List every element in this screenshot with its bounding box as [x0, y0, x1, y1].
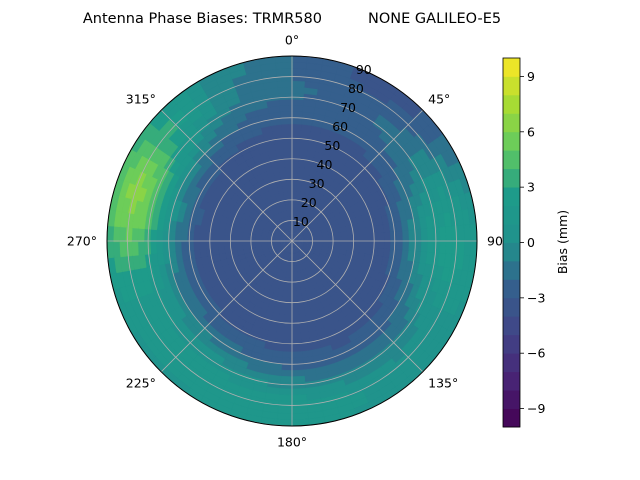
contour-cell [287, 190, 293, 199]
contour-cell [291, 326, 301, 335]
colorbar-level [503, 316, 520, 336]
colorbar-level [503, 371, 520, 391]
colorbar-tick-label: −3 [527, 290, 545, 305]
chart-title: Antenna Phase Biases: TRMR580 NONE GALIL… [83, 11, 501, 27]
colorbar-level [503, 94, 520, 114]
colorbar-level [503, 131, 520, 151]
colorbar-ticks: −9 −6 −3 0 3 6 9 [520, 69, 545, 416]
contour-cell [211, 240, 219, 249]
contour-cell [359, 233, 367, 242]
colorbar-tick-label: −9 [527, 401, 545, 416]
colorbar-level [503, 390, 520, 409]
radial-tick-label: 90 [356, 62, 372, 77]
contour-cell [223, 240, 231, 248]
contour-cell [365, 233, 373, 242]
contour-cell [217, 240, 225, 249]
contour-cell [291, 320, 301, 329]
contour-cell [291, 314, 300, 322]
colorbar-level [503, 168, 520, 188]
contour-cell [283, 147, 293, 156]
contour-cell [291, 289, 298, 298]
angle-tick-label: 315° [126, 91, 156, 106]
contour-cell [340, 235, 349, 242]
colorbar-level [503, 150, 520, 170]
radial-tick-label: 20 [301, 195, 317, 210]
contour-field [107, 56, 477, 426]
colorbar-level [503, 353, 520, 373]
contour-cell [291, 302, 299, 310]
angle-tick-label: 180° [277, 435, 307, 450]
contour-cell [204, 240, 213, 250]
colorbar-level [503, 334, 520, 354]
angle-tick-label: 135° [428, 376, 458, 391]
contour-cell [284, 166, 293, 174]
contour-cell [291, 283, 297, 292]
colorbar-level [503, 187, 520, 206]
contour-cell [286, 184, 293, 193]
colorbar-level [503, 205, 520, 225]
contour-cell [284, 160, 293, 168]
colorbar-level [503, 224, 520, 243]
colorbar-level [503, 297, 520, 317]
colorbar-level [503, 113, 520, 133]
contour-cell [353, 234, 361, 242]
contour-cell [377, 232, 386, 242]
contour-cell [291, 308, 300, 316]
radial-tick-label: 60 [332, 119, 348, 134]
radial-tick-label: 10 [293, 214, 309, 229]
colorbar-label: Bias (mm) [555, 210, 570, 274]
angle-tick-label: 0° [285, 33, 299, 48]
radial-tick-label: 80 [348, 81, 364, 96]
radial-tick-label: 70 [340, 100, 356, 115]
colorbar-level [503, 260, 520, 280]
colorbar-tick-label: 0 [527, 235, 535, 250]
radial-tick-label: 40 [317, 157, 333, 172]
contour-cell [285, 172, 293, 180]
colorbar-level [503, 76, 520, 96]
angle-tick-label: 225° [126, 376, 156, 391]
contour-cell [287, 197, 293, 205]
colorbar-tick-label: 6 [527, 124, 535, 139]
angle-tick-label: 45° [428, 91, 450, 106]
radial-tick-label: 50 [324, 138, 340, 153]
colorbar-levels [503, 58, 520, 428]
colorbar-tick-label: 3 [527, 180, 535, 195]
contour-cell [283, 153, 293, 162]
colorbar-level [503, 279, 520, 299]
colorbar-tick-label: 9 [527, 69, 535, 84]
radial-tick-label: 30 [309, 176, 325, 191]
colorbar-level [503, 408, 520, 428]
colorbar: −9 −6 −3 0 3 6 9 Bias (mm) [502, 57, 570, 428]
colorbar-tick-label: −6 [527, 346, 545, 361]
colorbar-level [503, 58, 520, 77]
contour-cell [235, 240, 244, 247]
contour-cell [334, 236, 343, 242]
contour-cell [198, 240, 207, 250]
contour-cell [371, 232, 380, 242]
colorbar-level [503, 242, 520, 262]
angle-tick-label: 270° [67, 234, 97, 249]
radial-grid [106, 55, 478, 427]
contour-cell [241, 240, 250, 246]
